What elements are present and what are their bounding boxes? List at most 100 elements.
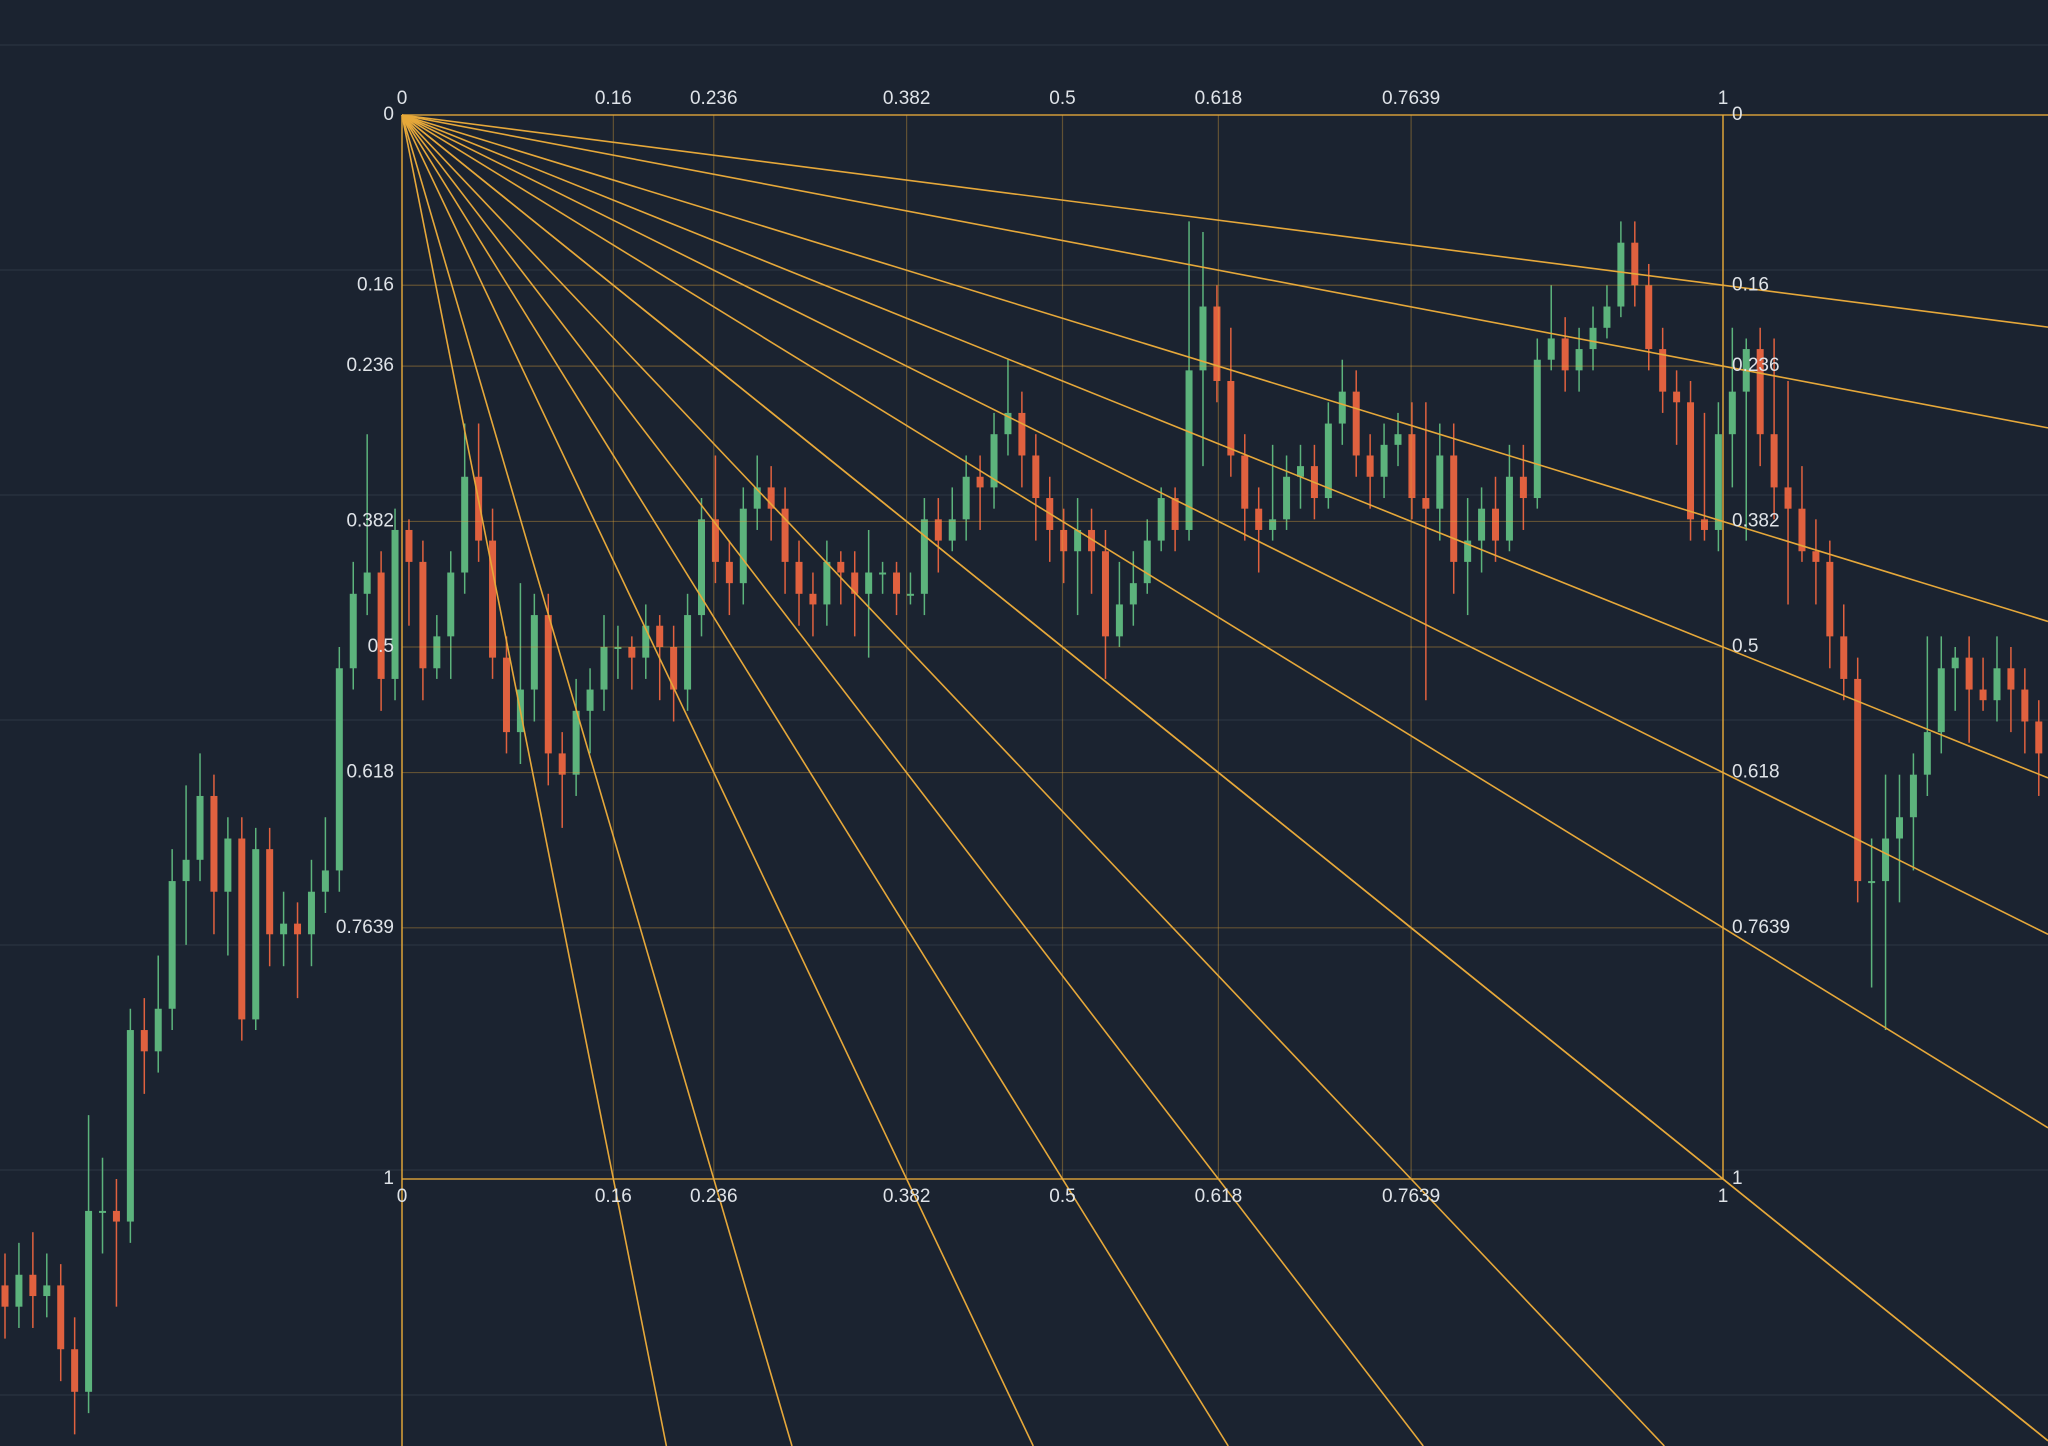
candle-body — [182, 859, 190, 882]
candle-body — [1714, 434, 1722, 530]
candle-body — [614, 647, 622, 649]
candle-body — [906, 593, 914, 596]
candle-body — [502, 657, 510, 733]
candle-body — [1492, 508, 1500, 541]
fan-line — [401, 114, 1424, 1446]
candle-body — [1129, 583, 1137, 605]
candle-body — [1115, 604, 1123, 637]
fib-label-bottom: 0.236 — [690, 1186, 738, 1207]
candle-body — [1101, 551, 1109, 637]
candle-body — [823, 561, 831, 605]
candle-body — [1227, 381, 1235, 456]
candle-body — [1380, 444, 1388, 477]
candle-body — [795, 561, 803, 594]
candle-body — [684, 615, 692, 690]
candle-body — [1283, 476, 1291, 520]
candle-body — [57, 1285, 65, 1350]
candle-body — [1603, 306, 1611, 328]
candle-body — [753, 487, 761, 509]
candle-body — [628, 647, 636, 658]
candle-body — [990, 434, 998, 488]
candle-body — [572, 710, 580, 775]
candle-body — [920, 519, 928, 594]
candle-body — [962, 476, 970, 520]
candle-body — [1296, 466, 1304, 477]
candle-body — [29, 1274, 37, 1297]
candle-body — [1185, 370, 1193, 530]
candle-body — [43, 1285, 51, 1297]
candle-body — [335, 668, 343, 871]
fib-label-top: 1 — [1718, 88, 1729, 109]
candle-body — [266, 849, 274, 935]
candle-body — [656, 625, 664, 647]
candle-body — [670, 647, 678, 690]
candle-body — [1770, 434, 1778, 488]
fib-label-right: 0.5 — [1732, 636, 1758, 657]
candle-body — [1018, 412, 1026, 456]
candle-body — [1868, 881, 1876, 884]
fan-line — [401, 114, 1665, 1446]
candle-body — [1756, 349, 1764, 435]
candle-body — [126, 1030, 134, 1222]
candle-body — [1812, 551, 1820, 562]
candle-body — [461, 476, 469, 573]
fib-label-top: 0.618 — [1195, 88, 1243, 109]
fib-label-left: 0.618 — [346, 762, 394, 783]
fan-line — [401, 114, 2048, 623]
candle-body — [851, 572, 859, 594]
candle-body — [405, 529, 413, 562]
candle-body — [1352, 391, 1360, 456]
candle-body — [865, 572, 873, 594]
candle-body — [976, 476, 984, 488]
candle-body — [586, 689, 594, 711]
candle-body — [1422, 498, 1430, 509]
fan-line — [401, 114, 2048, 429]
fib-label-bottom: 1 — [1718, 1186, 1729, 1207]
candle-body — [377, 572, 385, 679]
candle-body — [238, 838, 246, 1020]
candle-body — [739, 508, 747, 584]
candle-body — [1241, 455, 1249, 509]
fib-label-right: 1 — [1732, 1168, 1743, 1189]
fib-label-right: 0.7639 — [1732, 917, 1790, 938]
fib-label-top: 0 — [397, 88, 408, 109]
candle-body — [1659, 349, 1667, 392]
candle-body — [1394, 434, 1402, 445]
fan-line — [401, 114, 2048, 779]
candle-body — [1, 1285, 9, 1307]
candle-body — [1826, 561, 1834, 637]
candle-body — [1032, 455, 1040, 499]
candle-body — [642, 625, 650, 658]
candle-body — [154, 1008, 162, 1052]
candle-body — [363, 572, 371, 594]
fib-label-right: 0.382 — [1732, 510, 1780, 531]
fib-label-top: 0.16 — [595, 88, 632, 109]
candle-body — [1700, 519, 1708, 530]
fib-label-top: 0.236 — [690, 88, 738, 109]
candle-body — [1478, 508, 1486, 541]
fib-label-bottom: 0.16 — [595, 1186, 632, 1207]
candle-body — [1338, 391, 1346, 424]
fib-label-right: 0.16 — [1732, 274, 1769, 295]
candle-body — [1199, 306, 1207, 371]
candle-body — [1366, 455, 1374, 477]
fan-line — [401, 114, 668, 1446]
candle-body — [1533, 359, 1541, 499]
fan-line — [401, 114, 2048, 936]
candle-body — [1505, 476, 1513, 541]
candle-body — [433, 636, 441, 669]
candle-body — [1979, 689, 1987, 701]
candle-body — [1687, 402, 1695, 520]
candle-body — [475, 476, 483, 541]
fan-line — [401, 114, 2048, 1129]
candle-body — [1561, 338, 1569, 371]
candle-body — [1547, 338, 1555, 360]
fib-label-bottom: 0.5 — [1049, 1186, 1075, 1207]
fib-label-bottom: 0.618 — [1195, 1186, 1243, 1207]
candle-body — [2035, 721, 2043, 754]
candle-body — [1993, 668, 2001, 701]
fib-label-left: 0.7639 — [336, 917, 394, 938]
candle-body — [1171, 498, 1179, 530]
candle-body — [530, 615, 538, 690]
candle-body — [1645, 285, 1653, 350]
